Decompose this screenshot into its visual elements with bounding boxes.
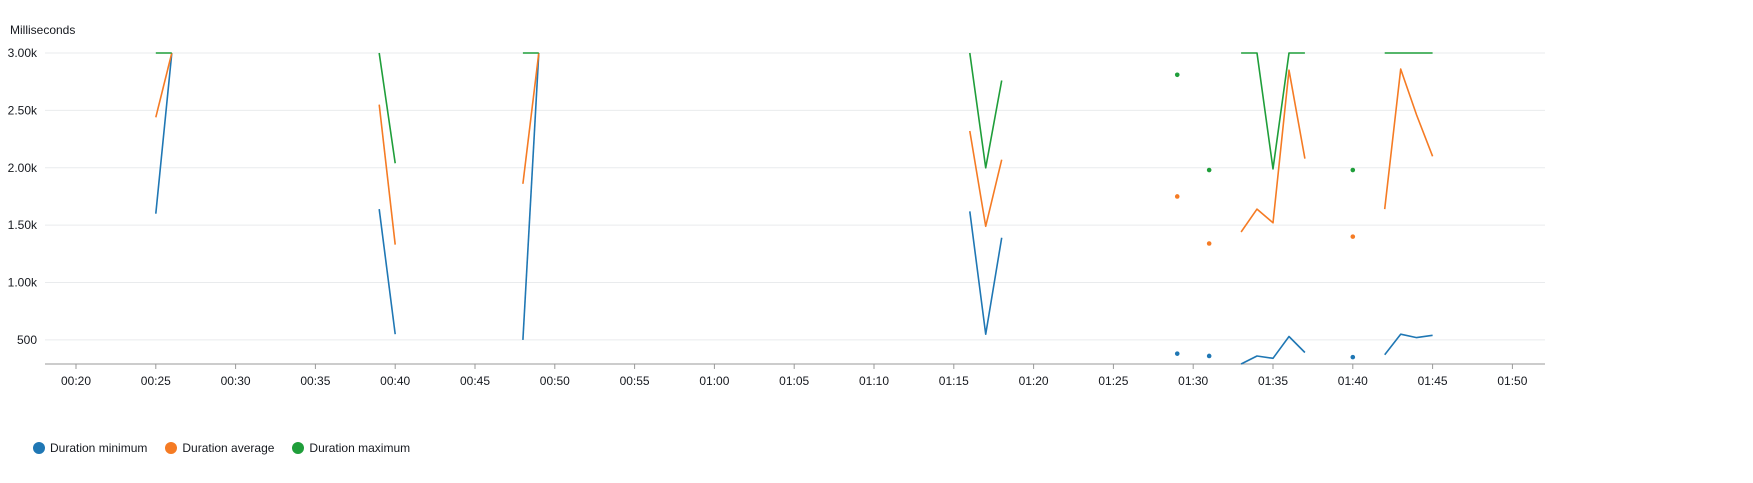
y-tick-label: 500: [17, 333, 37, 347]
series-line-segment: [155, 52, 173, 214]
series-line-segment: [1240, 335, 1306, 365]
series-lines: [155, 52, 1434, 365]
legend-item[interactable]: Duration average: [165, 441, 274, 455]
data-point: [1206, 241, 1212, 246]
x-tick-label: 01:15: [939, 374, 969, 388]
y-tick-label: 3.00k: [8, 46, 38, 60]
legend-item[interactable]: Duration minimum: [33, 441, 147, 455]
x-tick-label: 00:45: [460, 374, 490, 388]
series-line-segment: [1241, 52, 1305, 170]
y-axis-ticks: 500 1.00k 1.50k 2.00k 2.50k 3.00k: [8, 46, 38, 347]
x-tick-label: 00:35: [300, 374, 330, 388]
y-tick-label: 2.00k: [8, 161, 38, 175]
data-point: [1350, 234, 1356, 239]
x-tick-label: 00:30: [221, 374, 251, 388]
data-point: [1350, 167, 1356, 173]
x-tick-label: 01:45: [1418, 374, 1448, 388]
series-duration-minimum: [155, 52, 1433, 365]
x-tick-label: 01:25: [1098, 374, 1128, 388]
gridlines: [45, 52, 1545, 341]
x-tick-label: 01:50: [1497, 374, 1527, 388]
x-tick-label: 00:40: [380, 374, 410, 388]
legend-swatch-icon: [33, 442, 45, 454]
data-point: [1206, 353, 1212, 359]
data-point: [1174, 72, 1180, 78]
x-tick-label: 00:25: [141, 374, 171, 388]
data-point: [1174, 351, 1180, 356]
line-chart: Milliseconds 500 1.00k 1.50k 2.00k 2.50k 3.00…: [8, 23, 1545, 388]
x-tick-label: 01:40: [1338, 374, 1368, 388]
series-duration-maximum: [155, 52, 1433, 173]
y-axis-label: Milliseconds: [10, 23, 75, 37]
series-line-segment: [155, 52, 173, 118]
x-tick-label: 01:10: [859, 374, 889, 388]
series-line-segment: [378, 52, 396, 164]
series-line-segment: [1384, 333, 1433, 356]
series-line-segment: [522, 52, 540, 184]
legend-swatch-icon: [292, 442, 305, 454]
y-tick-label: 1.00k: [8, 276, 38, 290]
x-tick-label: 01:00: [699, 374, 729, 388]
legend-swatch-icon: [165, 442, 178, 454]
x-tick-label: 00:50: [540, 374, 570, 388]
series-line-segment: [969, 211, 1003, 336]
x-tick-label: 01:30: [1178, 374, 1208, 388]
data-point: [1206, 167, 1212, 173]
x-tick-label: 00:55: [620, 374, 650, 388]
x-axis-ticks: 00:20 00:25 00:30 00:35 00:40 00:45 00:50 00:55…: [61, 364, 1528, 388]
legend-item[interactable]: Duration maximum: [292, 441, 410, 455]
chart-legend: Duration minimum Duration average Duration…: [33, 441, 410, 455]
data-point: [1350, 354, 1356, 360]
series-line-segment: [1383, 68, 1434, 210]
y-tick-label: 1.50k: [8, 218, 38, 232]
legend-label: Duration minimum: [50, 441, 148, 455]
legend-label: Duration average: [182, 441, 275, 455]
series-line-segment: [378, 208, 396, 335]
x-tick-label: 00:20: [61, 374, 91, 388]
series-line-segment: [1240, 69, 1306, 233]
x-tick-label: 01:05: [779, 374, 809, 388]
series-duration-average: [155, 52, 1434, 246]
x-tick-label: 01:20: [1019, 374, 1049, 388]
x-tick-label: 01:35: [1258, 374, 1288, 388]
legend-label: Duration maximum: [309, 441, 411, 455]
series-line-segment: [378, 104, 396, 245]
series-line-segment: [969, 130, 1003, 228]
series-line-segment: [969, 52, 1003, 169]
y-tick-label: 2.50k: [8, 103, 38, 117]
series-line-segment: [522, 52, 540, 340]
data-point: [1174, 194, 1180, 199]
